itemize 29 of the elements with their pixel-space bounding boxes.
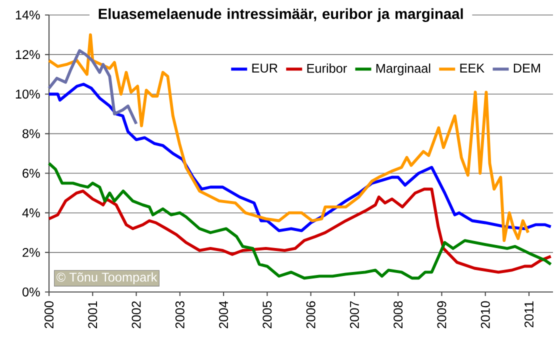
line-series: [48, 49, 138, 126]
y-tick-label: 0%: [22, 288, 40, 296]
x-tick-label: 2004: [219, 301, 228, 328]
y-tick-label: 14%: [16, 10, 40, 20]
line-series: [48, 188, 552, 274]
x-tick-label: 2006: [306, 301, 316, 328]
x-tick-label: 2005: [262, 301, 272, 328]
y-tick-label: 2%: [22, 248, 40, 257]
legend-label: Euribor: [307, 64, 347, 73]
y-tick-label: 6%: [22, 168, 40, 178]
x-tick-label: 2000: [44, 301, 54, 328]
legend-label: Marginaal: [376, 64, 430, 76]
x-tick-label: 2011: [524, 301, 534, 328]
legend-label: DEM: [514, 64, 540, 72]
y-tick-label: 4%: [22, 208, 40, 218]
annotation: © Tõnu Toompark: [56, 272, 158, 284]
x-tick-label: 2001: [88, 301, 98, 328]
legend-label: EEK: [460, 64, 484, 72]
x-tick-label: 2008: [394, 301, 403, 328]
y-tick-label: 12%: [16, 50, 40, 60]
x-tick-label: 2007: [350, 301, 359, 328]
x-tick-label: 2002: [132, 301, 141, 328]
x-tick-label: 2009: [437, 301, 446, 328]
x-tick-label: 2003: [175, 301, 184, 328]
y-tick-label: 10%: [16, 90, 40, 99]
y-tick-label: 8%: [22, 129, 40, 138]
x-tick-label: 2010: [480, 301, 490, 328]
legend-label: EUR: [252, 64, 278, 73]
chart-title: Eluasemelaenude intressimäär, euribor ja marginaal: [98, 8, 463, 22]
